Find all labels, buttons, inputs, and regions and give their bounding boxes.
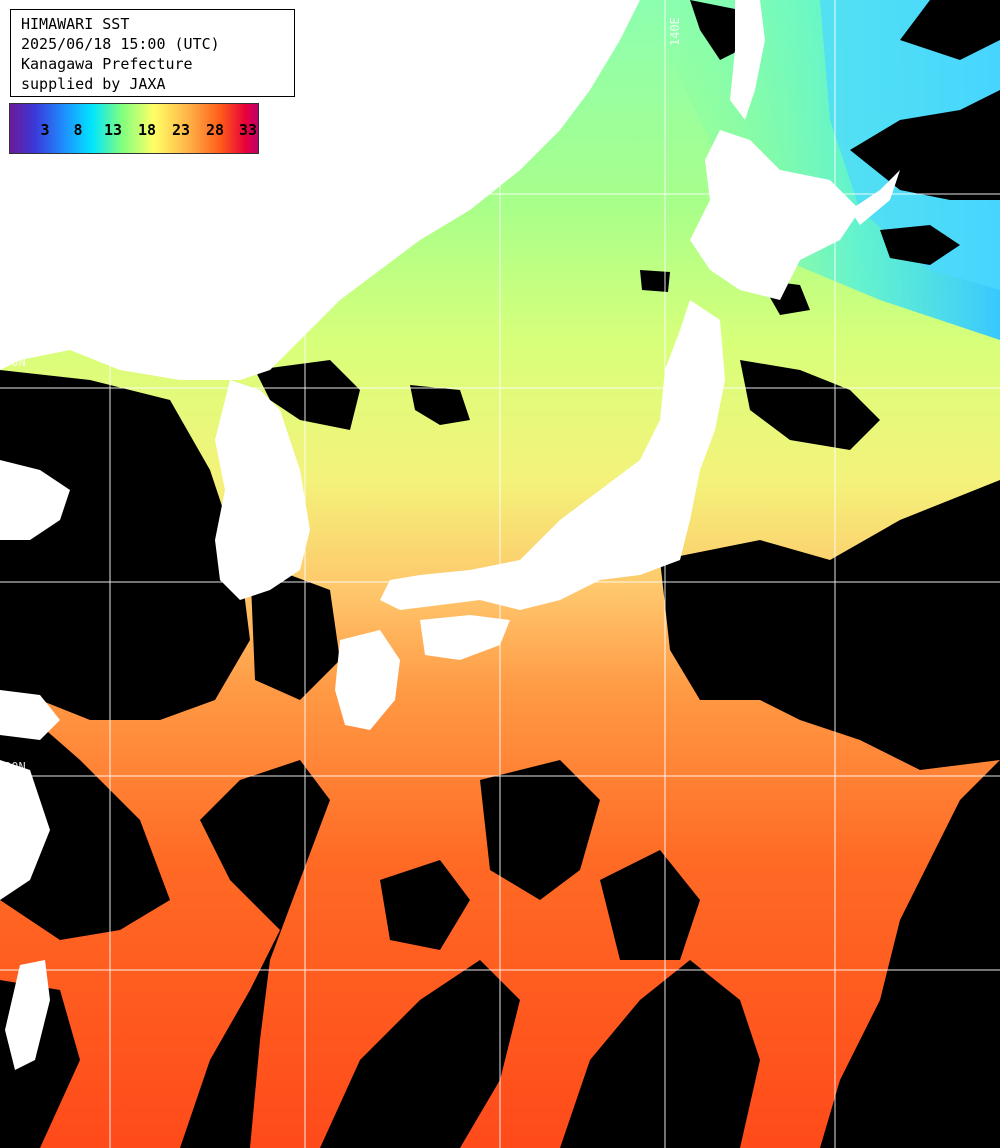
region-label: Kanagawa Prefecture [21, 55, 193, 73]
legend-tick: 8 [73, 121, 83, 139]
land-shikoku [420, 615, 510, 660]
land-taiwan [5, 960, 50, 1070]
legend-tick: 3 [40, 121, 50, 139]
data-credit: supplied by JAXA [21, 75, 166, 93]
legend-tick: 28 [205, 121, 225, 139]
land-shandong [0, 690, 60, 740]
title-box: HIMAWARI SST 2025/06/18 15:00 (UTC) Kana… [10, 9, 295, 97]
land-korean-peninsula [215, 380, 310, 600]
observation-timestamp: 2025/06/18 15:00 (UTC) [21, 35, 220, 53]
longitude-label-140e: 140E [668, 17, 682, 46]
latitude-label-30n: 30N [4, 760, 26, 774]
legend-tick: 13 [103, 121, 123, 139]
legend-tick: 18 [137, 121, 157, 139]
legend-color-bar [10, 104, 258, 153]
land-honshu [380, 300, 725, 610]
legend-tick: 23 [171, 121, 191, 139]
land-east-china-coast [0, 760, 50, 900]
land-china-coast [0, 460, 70, 540]
land-hokkaido [690, 130, 860, 300]
product-title: HIMAWARI SST [21, 15, 130, 33]
land-kuril-islands [850, 170, 900, 225]
legend-tick-labels: 3 8 13 18 23 28 33 [10, 121, 258, 141]
temperature-color-legend: 3 8 13 18 23 28 33 [9, 103, 259, 154]
latitude-label-40n: 40N [4, 355, 26, 369]
land-kyushu [335, 630, 400, 730]
legend-tick: 33 [238, 121, 258, 139]
land-sakhalin [730, 0, 765, 120]
